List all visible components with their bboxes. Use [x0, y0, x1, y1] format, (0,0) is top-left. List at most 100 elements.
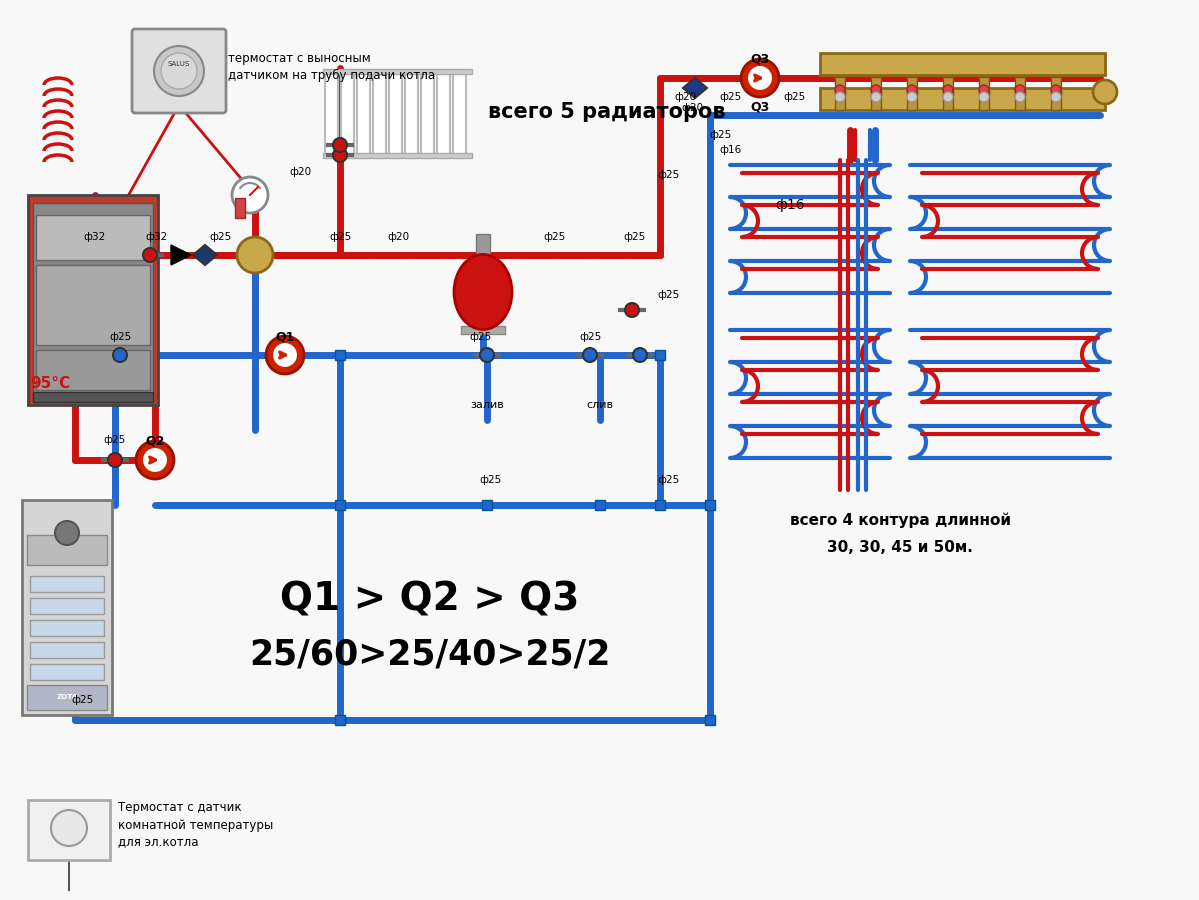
Bar	[476, 234, 490, 254]
Bar	[705, 715, 715, 725]
Circle shape	[906, 92, 917, 102]
Bar	[870, 77, 881, 95]
Circle shape	[135, 441, 174, 479]
Text: всего 5 радиаторов: всего 5 радиаторов	[488, 102, 725, 122]
Bar	[436, 72, 450, 156]
Bar	[30, 664, 104, 680]
Circle shape	[942, 85, 953, 95]
Bar	[835, 77, 845, 95]
Circle shape	[333, 138, 347, 152]
Bar	[341, 72, 354, 156]
Circle shape	[835, 85, 845, 95]
Circle shape	[153, 46, 204, 96]
Ellipse shape	[454, 255, 512, 329]
Circle shape	[231, 177, 269, 213]
Bar	[1016, 77, 1025, 95]
Bar	[421, 72, 434, 156]
Circle shape	[633, 348, 647, 362]
FancyBboxPatch shape	[22, 500, 112, 715]
Text: ф25: ф25	[209, 232, 231, 242]
Text: ф16: ф16	[776, 198, 805, 212]
Text: ф32: ф32	[146, 232, 168, 242]
Text: ф25: ф25	[329, 232, 351, 242]
Text: ф25: ф25	[623, 232, 646, 242]
Bar	[820, 88, 1105, 110]
Circle shape	[237, 237, 273, 273]
Text: ф20: ф20	[674, 92, 697, 102]
Bar	[28, 685, 107, 710]
Bar	[36, 265, 150, 345]
Text: Q1: Q1	[276, 330, 295, 343]
Bar	[1016, 90, 1025, 110]
Circle shape	[266, 336, 305, 374]
Circle shape	[1052, 92, 1061, 102]
Text: ф25: ф25	[469, 332, 492, 342]
Text: ф25: ф25	[784, 92, 806, 102]
Circle shape	[583, 348, 597, 362]
Circle shape	[480, 348, 494, 362]
Text: залив: залив	[470, 400, 504, 410]
Bar	[595, 500, 605, 510]
Circle shape	[870, 85, 881, 95]
Bar	[235, 198, 245, 218]
Bar	[655, 500, 665, 510]
Text: ф25: ф25	[657, 170, 679, 180]
Bar	[870, 90, 881, 110]
Polygon shape	[193, 245, 217, 265]
Circle shape	[1016, 85, 1025, 95]
Bar	[705, 500, 715, 510]
Bar	[453, 72, 466, 156]
Text: термостат с выносным
датчиком на трубу подачи котла: термостат с выносным датчиком на трубу п…	[228, 52, 435, 82]
Bar	[460, 326, 505, 334]
Text: 25/60>25/40>25/2: 25/60>25/40>25/2	[249, 638, 610, 672]
Text: ф32: ф32	[84, 232, 107, 242]
Text: Термостат с датчик
комнатной температуры
для эл.котла: Термостат с датчик комнатной температуры…	[118, 802, 273, 849]
Text: ф25: ф25	[657, 475, 679, 485]
Bar	[36, 350, 150, 390]
Text: слив: слив	[586, 400, 614, 410]
Bar	[655, 350, 665, 360]
Text: Q2: Q2	[145, 435, 164, 448]
Bar	[980, 90, 989, 110]
Text: Q1 > Q2 > Q3: Q1 > Q2 > Q3	[281, 581, 579, 619]
Text: ф16: ф16	[719, 145, 741, 155]
FancyBboxPatch shape	[28, 195, 158, 405]
Circle shape	[52, 810, 88, 846]
FancyBboxPatch shape	[132, 29, 225, 113]
Text: всего 4 контура длинной: всего 4 контура длинной	[789, 512, 1011, 527]
Bar	[30, 576, 104, 592]
Bar	[335, 715, 345, 725]
Text: ф25: ф25	[478, 475, 501, 485]
Circle shape	[1093, 80, 1117, 104]
Bar	[942, 77, 953, 95]
Text: ZOTA: ZOTA	[56, 694, 78, 700]
Circle shape	[1052, 85, 1061, 95]
Text: ф25: ф25	[579, 332, 601, 342]
Bar	[1052, 90, 1061, 110]
Circle shape	[55, 521, 79, 545]
Bar	[388, 72, 402, 156]
Bar	[835, 90, 845, 110]
Text: SALUS: SALUS	[168, 61, 191, 67]
Text: ф25: ф25	[709, 130, 731, 140]
Text: 30, 30, 45 и 50м.: 30, 30, 45 и 50м.	[827, 541, 972, 555]
Bar	[28, 535, 107, 565]
Text: ф25: ф25	[104, 435, 126, 445]
Circle shape	[625, 303, 639, 317]
Bar	[36, 215, 150, 260]
Bar	[906, 90, 917, 110]
Bar	[335, 500, 345, 510]
Text: ф25: ф25	[657, 290, 679, 300]
Bar	[34, 392, 153, 402]
Bar	[373, 72, 386, 156]
Circle shape	[747, 65, 773, 91]
Text: Q3: Q3	[751, 53, 770, 66]
Circle shape	[161, 53, 197, 89]
Bar	[482, 500, 492, 510]
Bar	[34, 203, 153, 397]
Bar	[323, 69, 472, 74]
Text: ф20: ф20	[387, 232, 409, 242]
FancyBboxPatch shape	[28, 800, 110, 860]
Circle shape	[1016, 92, 1025, 102]
Polygon shape	[171, 245, 191, 265]
